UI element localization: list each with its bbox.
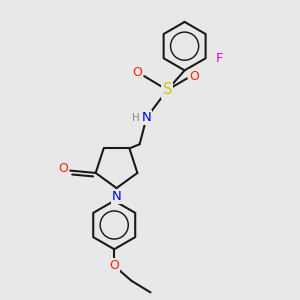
Text: H: H	[132, 113, 140, 123]
Text: O: O	[132, 66, 142, 79]
Text: O: O	[109, 259, 119, 272]
Text: N: N	[112, 190, 122, 203]
Text: N: N	[142, 111, 152, 124]
Text: F: F	[216, 52, 224, 65]
Text: O: O	[189, 70, 199, 83]
Text: O: O	[58, 162, 68, 175]
Text: S: S	[163, 82, 172, 98]
